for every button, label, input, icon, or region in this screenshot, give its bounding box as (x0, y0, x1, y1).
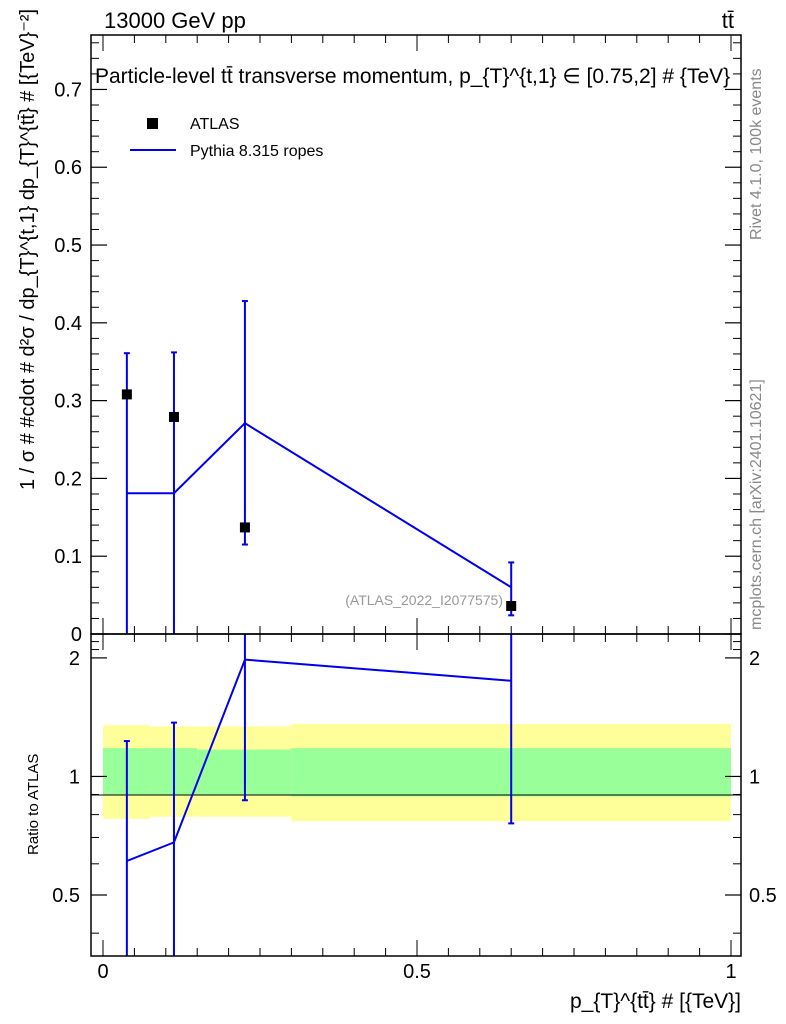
main-frame (90, 34, 742, 635)
process-label: tt̄ (722, 8, 734, 33)
atlas-data-point (168, 411, 179, 422)
x-tick-label: 1 (725, 961, 736, 983)
main-y-tick-label: 0.2 (54, 468, 82, 490)
main-y-axis-label: 1 / σ # #cdot # d²σ / dp_{T}^{t,1} dp_{T… (17, 9, 39, 490)
main-y-tick-label: 0 (71, 624, 82, 646)
legend: ATLAS Pythia 8.315 ropes (130, 116, 323, 160)
ratio-y-tick-label: 0.5 (52, 885, 80, 907)
legend-label-atlas: ATLAS (190, 116, 240, 133)
atlas-data-point (506, 600, 517, 611)
source-url-label: mcplots.cern.ch [arXiv:2401.10621] (748, 379, 765, 630)
main-panel: 0 0.1 0.2 0.3 0.4 0.5 0.6 0.7 Particle-level tt… (17, 9, 742, 646)
ratio-y-tick-label: 2 (69, 648, 80, 670)
main-y-tick-label: 0.4 (54, 313, 82, 335)
main-y-ticks: 0 0.1 0.2 0.3 0.4 0.5 0.6 0.7 (54, 35, 741, 646)
ratio-uncertainty-bands (103, 723, 731, 822)
ratio-y-tick-label-right: 0.5 (749, 885, 777, 907)
rivet-version-label: Rivet 4.1.0, 100k events (748, 68, 765, 240)
ratio-y-axis-label: Ratio to ATLAS (25, 754, 42, 855)
analysis-watermark: (ATLAS_2022_I2077575) (345, 592, 503, 608)
ratio-panel: 0.5 0.5 1 1 2 2 0 0.5 1 Ratio to ATLAS p_{T}^{tt… (25, 633, 777, 1013)
main-y-tick-label: 0.7 (54, 79, 82, 101)
main-y-tick-label: 0.3 (54, 391, 82, 413)
ratio-frame (90, 633, 742, 957)
main-y-tick-label: 0.1 (54, 546, 82, 568)
ratio-y-tick-label: 1 (69, 766, 80, 788)
x-axis-label: p_{T}^{tt̄} # [{TeV}] (570, 990, 741, 1013)
main-y-tick-label: 0.5 (54, 235, 82, 257)
legend-label-pythia: Pythia 8.315 ropes (190, 143, 323, 160)
atlas-data-point (239, 522, 250, 533)
ratio-data-layer (123, 634, 515, 956)
energy-label: 13000 GeV pp (104, 8, 246, 33)
pythia-line (126, 421, 512, 589)
atlas-data-point (121, 389, 132, 400)
ratio-y-tick-label-right: 1 (749, 766, 760, 788)
ratio-y-tick-label-right: 2 (749, 648, 760, 670)
legend-marker-atlas (147, 118, 158, 129)
main-title: Particle-level tt̄ transverse momentum, … (95, 65, 730, 88)
main-data-layer (121, 300, 517, 634)
main-y-tick-label: 0.6 (54, 157, 82, 179)
ratio-pythia-line (126, 658, 512, 862)
x-tick-label: 0 (97, 961, 108, 983)
x-tick-label: 0.5 (403, 961, 431, 983)
